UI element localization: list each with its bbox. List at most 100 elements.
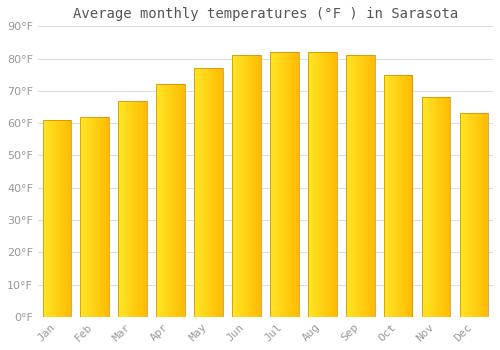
Bar	[255, 55, 256, 317]
Bar	[326, 52, 327, 317]
Bar	[83, 117, 84, 317]
Bar	[161, 84, 162, 317]
Bar	[162, 84, 164, 317]
Bar	[324, 52, 326, 317]
Bar	[145, 100, 146, 317]
Bar	[333, 52, 334, 317]
Bar	[42, 120, 43, 317]
Bar	[54, 120, 55, 317]
Bar	[348, 55, 349, 317]
Bar	[446, 97, 447, 317]
Bar	[438, 97, 439, 317]
Bar	[248, 55, 250, 317]
Bar	[274, 52, 275, 317]
Bar	[354, 55, 355, 317]
Bar	[207, 68, 208, 317]
Bar	[328, 52, 329, 317]
Bar	[170, 84, 171, 317]
Bar	[234, 55, 235, 317]
Bar	[423, 97, 424, 317]
Bar	[422, 97, 423, 317]
Bar	[394, 75, 395, 317]
Bar	[202, 68, 203, 317]
Bar	[329, 52, 330, 317]
Bar	[470, 113, 472, 317]
Bar	[311, 52, 312, 317]
Bar	[325, 52, 326, 317]
Bar	[390, 75, 391, 317]
Bar	[357, 55, 358, 317]
Bar	[84, 117, 85, 317]
Bar	[49, 120, 50, 317]
Bar	[399, 75, 400, 317]
Bar	[57, 120, 58, 317]
Bar	[166, 84, 167, 317]
Bar	[332, 52, 333, 317]
Bar	[475, 113, 476, 317]
Bar	[171, 84, 172, 317]
Bar	[369, 55, 370, 317]
Bar	[327, 52, 328, 317]
Bar	[235, 55, 236, 317]
Bar	[89, 117, 90, 317]
Bar	[141, 100, 142, 317]
Bar	[323, 52, 324, 317]
Bar	[371, 55, 372, 317]
Bar	[201, 68, 202, 317]
Bar	[128, 100, 130, 317]
Bar	[410, 75, 411, 317]
Title: Average monthly temperatures (°F ) in Sarasota: Average monthly temperatures (°F ) in Sa…	[73, 7, 458, 21]
Bar	[270, 52, 271, 317]
Bar	[312, 52, 314, 317]
Bar	[209, 68, 210, 317]
Bar	[373, 55, 374, 317]
Bar	[239, 55, 240, 317]
Bar	[449, 97, 450, 317]
Bar	[474, 113, 476, 317]
Bar	[146, 100, 147, 317]
Bar	[120, 100, 121, 317]
Bar	[124, 100, 125, 317]
Bar	[479, 113, 480, 317]
Bar	[319, 52, 320, 317]
Bar	[372, 55, 373, 317]
Bar	[55, 120, 56, 317]
Bar	[286, 52, 288, 317]
Bar	[465, 113, 466, 317]
Bar	[241, 55, 242, 317]
Bar	[444, 97, 445, 317]
Bar	[440, 97, 442, 317]
Bar	[393, 75, 394, 317]
Bar	[313, 52, 314, 317]
Bar	[67, 120, 68, 317]
Bar	[346, 55, 374, 317]
Bar	[124, 100, 126, 317]
Bar	[217, 68, 218, 317]
Bar	[351, 55, 352, 317]
Bar	[384, 75, 385, 317]
Bar	[469, 113, 470, 317]
Bar	[405, 75, 406, 317]
Bar	[487, 113, 488, 317]
Bar	[318, 52, 319, 317]
Bar	[398, 75, 399, 317]
Bar	[56, 120, 57, 317]
Bar	[163, 84, 164, 317]
Bar	[52, 120, 53, 317]
Bar	[486, 113, 488, 317]
Bar	[322, 52, 323, 317]
Bar	[85, 117, 86, 317]
Bar	[64, 120, 66, 317]
Bar	[211, 68, 212, 317]
Bar	[156, 84, 185, 317]
Bar	[401, 75, 402, 317]
Bar	[360, 55, 361, 317]
Bar	[238, 55, 239, 317]
Bar	[365, 55, 366, 317]
Bar	[103, 117, 104, 317]
Bar	[195, 68, 196, 317]
Bar	[159, 84, 160, 317]
Bar	[260, 55, 261, 317]
Bar	[205, 68, 206, 317]
Bar	[447, 97, 448, 317]
